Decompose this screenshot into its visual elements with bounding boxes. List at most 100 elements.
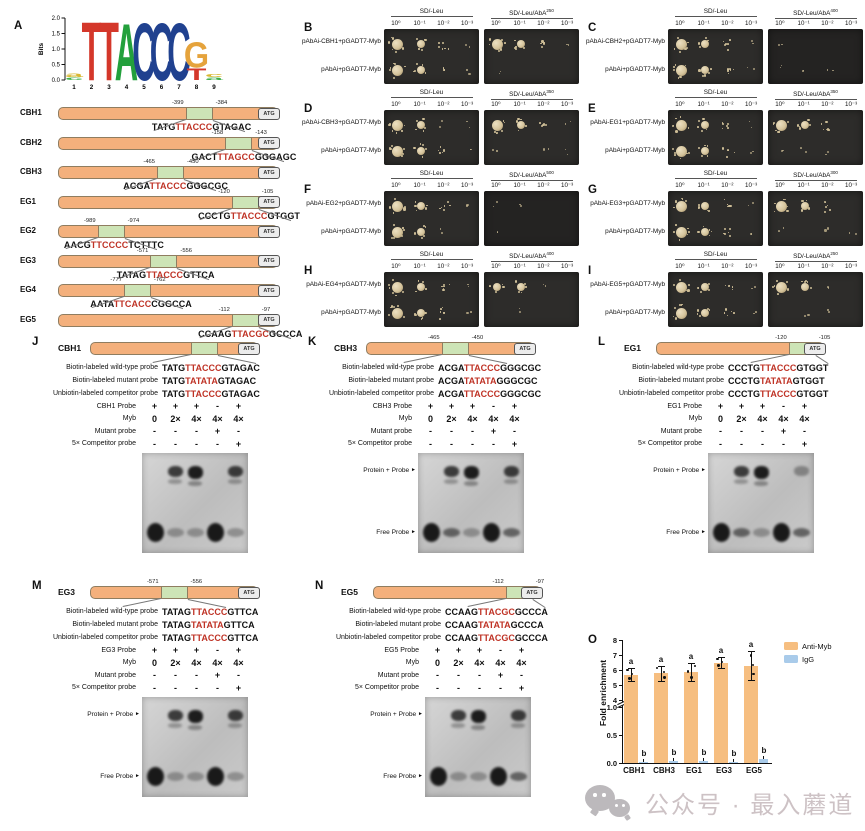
svg-text:T: T [187,66,207,84]
svg-text:2: 2 [90,84,94,91]
tick-mark [619,670,622,671]
dilution-label: 10⁻¹ [513,101,526,108]
probe-label: Biotin-labeled mutant probe [355,621,441,628]
colony-speck [443,205,446,207]
colony-speck [466,120,468,123]
gel-band-shift [188,466,203,479]
position-start: -465 [427,335,440,341]
colony-speck [442,208,446,211]
gel-label-free: Free Probe ► [100,773,140,780]
yeast-plate-sd-leu [384,272,479,327]
loading-row: Myb 0 2× 4× 4× 4× [10,413,286,426]
colony-speck [466,204,469,207]
gene-bar [58,225,278,238]
colony-speck [787,205,789,207]
legend-item: Anti-Myb [784,642,832,655]
gel-band-shift-echo [444,479,458,485]
emsa-gene-diagram: EG1 ATG -120 -105 [576,334,858,364]
colony-speck [823,128,825,130]
probe-sequence: ACGATTACCCGGGCGC [438,362,542,373]
loading-value: + [214,670,221,681]
error-cap [628,667,635,669]
loading-row: Mutant probe - - - + - [293,669,576,682]
colony-speck [414,313,416,315]
data-point [720,660,723,663]
plate-pair [384,110,580,165]
gene-bar-wrap: ATG-777-762AATATTCACCCGGCCA [58,277,280,309]
dilution-label: 10⁻¹ [697,182,710,189]
colony-speck [807,207,810,210]
colony-speck [824,153,827,156]
colony-speck [708,234,711,237]
colony-speck [727,122,730,125]
colony-speck [547,148,550,150]
loading-row: 5× Competitor probe - - - - + [286,438,576,451]
colony-speck [440,308,443,310]
gene-bar-wrap: ATG -120 -105 [656,335,830,364]
probe-label: Biotin-labeled wild-type probe [342,364,434,371]
gel-band-free [503,528,520,537]
dilution-label: 10⁻³ [845,20,858,27]
loading-value: + [511,401,518,412]
media-label-sd-leu: SD/-Leu [384,170,479,181]
dilution-label: 10⁻² [437,263,450,270]
loading-value: - [174,426,177,437]
svg-text:8: 8 [195,84,199,91]
loading-value: + [214,426,221,437]
dilution-label: 10⁰ [675,20,685,27]
sig-letter-b: b [761,745,767,755]
probe-label: Unbiotin-labeled competitor probe [52,634,158,641]
colony-speck [564,123,567,126]
panel-letter-o: O [588,634,597,646]
colony-speck [390,144,393,147]
probe-sequence: TATAGTTACCCGTTCA [162,632,259,643]
strain-label-row1: pAbAi-EG2+pGADT7-Myb [306,200,381,208]
colony-speck [673,206,675,209]
colony-speck [567,44,570,46]
loading-value: - [450,438,453,449]
colony-speck [439,310,442,313]
colony-speck [500,129,504,132]
error-cap [718,667,725,669]
gel-band-shift [228,466,243,478]
media-label-sd-leu-aba: SD/-Leu/AbA250 [484,8,579,20]
colony-speck [544,124,548,127]
media-headers: SD/-Leu SD/-Leu/AbA250 [668,251,864,263]
colony-speck [732,287,734,289]
colony-speck [824,201,827,203]
emsa-gene-diagram: EG5 ATG -112 -97 [293,578,576,608]
colony-speck [686,152,688,155]
colony-speck [672,147,675,150]
colony-speck [749,151,753,154]
gel-band-shift-echo [734,479,748,485]
position-end: -450 [187,159,199,165]
colony-speck [685,200,688,203]
sig-letter-b: b [671,748,677,758]
panel-letter-i: I [588,265,592,277]
gel-zone: Protein + Probe ► Free Probe ► [576,453,858,557]
atg-box: ATG [258,137,280,149]
panel-letter-k: K [308,336,317,348]
colony-speck [675,130,678,133]
error-cap [748,679,755,681]
gene-bar [58,107,278,120]
colony-speck [809,287,812,290]
colony-speck [514,39,516,42]
dilution-group: 10⁰ 10⁻¹ 10⁻² 10⁻³ [768,263,863,272]
bar-igg [699,761,708,763]
colony-spot [516,40,525,48]
dilution-label: 10⁻¹ [797,263,810,270]
colony-speck [726,69,729,72]
media-label-sd-leu-aba: SD/-Leu/AbA350 [768,89,863,101]
dilution-label: 10⁰ [775,101,785,108]
colony-spot [416,228,425,236]
dilution-label: 10⁻² [721,182,734,189]
colony-speck [697,120,700,122]
atg-box: ATG [258,284,280,297]
colony-speck [504,42,506,44]
colony-speck [710,230,713,233]
